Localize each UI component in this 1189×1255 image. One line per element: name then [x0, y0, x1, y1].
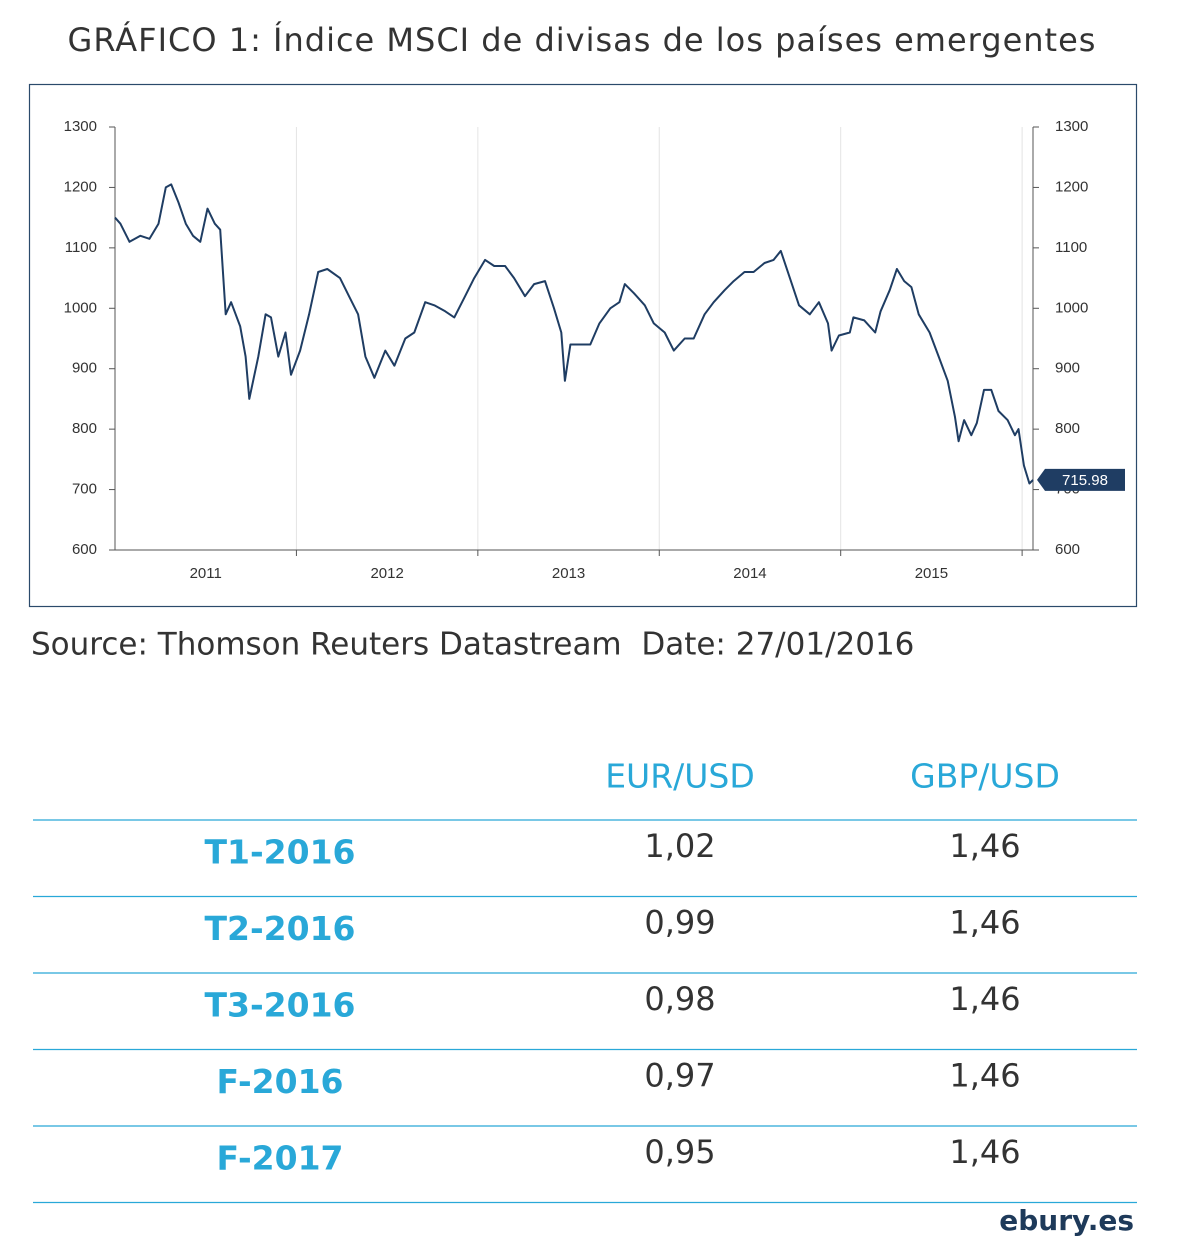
x-tick-label: 2012: [370, 565, 403, 582]
table-value: 0,95: [644, 1133, 715, 1171]
x-tick-label: 2011: [190, 565, 222, 582]
y-tick-label: 600: [72, 541, 97, 558]
y2-tick-label: 600: [1055, 541, 1080, 558]
table-value: 0,98: [644, 980, 715, 1018]
footer-brand: ebury.es: [999, 1204, 1134, 1237]
last-value-label: 715.98: [1062, 472, 1108, 489]
chart-title: GRÁFICO 1: Índice MSCI de divisas de los…: [68, 21, 1097, 59]
y-tick-label: 1300: [64, 118, 97, 135]
table-value: 1,46: [949, 1133, 1020, 1171]
column-header: EUR/USD: [605, 757, 755, 796]
y-tick-label: 1000: [64, 299, 97, 316]
x-tick-label: 2013: [552, 565, 585, 582]
row-label: T2-2016: [204, 909, 355, 948]
y-tick-label: 900: [72, 360, 97, 377]
source-note: Source: Thomson Reuters Datastream Date:…: [31, 627, 914, 663]
table-value: 1,46: [949, 1057, 1020, 1095]
table-value: 1,46: [949, 980, 1020, 1018]
y2-tick-label: 1300: [1055, 118, 1088, 135]
table-value: 1,46: [949, 904, 1020, 942]
x-tick-label: 2014: [733, 565, 766, 582]
table-value: 1,02: [644, 827, 715, 865]
row-label: T1-2016: [204, 833, 355, 872]
y-tick-label: 700: [72, 481, 97, 498]
series-line: [114, 183, 1034, 485]
y2-tick-label: 1000: [1055, 299, 1088, 316]
last-value-box: [1037, 468, 1125, 491]
y2-tick-label: 1200: [1055, 178, 1088, 195]
y-tick-label: 800: [72, 420, 97, 437]
table-value: 0,99: [644, 904, 715, 942]
chart-frame: [28, 83, 1138, 608]
row-label: T3-2016: [204, 986, 355, 1025]
y2-tick-label: 800: [1055, 420, 1080, 437]
row-label: F-2017: [216, 1139, 343, 1178]
table-value: 1,46: [949, 827, 1020, 865]
y2-tick-label: 900: [1055, 360, 1080, 377]
y2-tick-label: 1100: [1055, 239, 1087, 256]
table-value: 0,97: [644, 1057, 715, 1095]
y-tick-label: 1200: [64, 178, 97, 195]
x-tick-label: 2015: [915, 565, 948, 582]
row-label: F-2016: [216, 1062, 343, 1101]
y-tick-label: 1100: [65, 239, 97, 256]
column-header: GBP/USD: [910, 757, 1060, 796]
